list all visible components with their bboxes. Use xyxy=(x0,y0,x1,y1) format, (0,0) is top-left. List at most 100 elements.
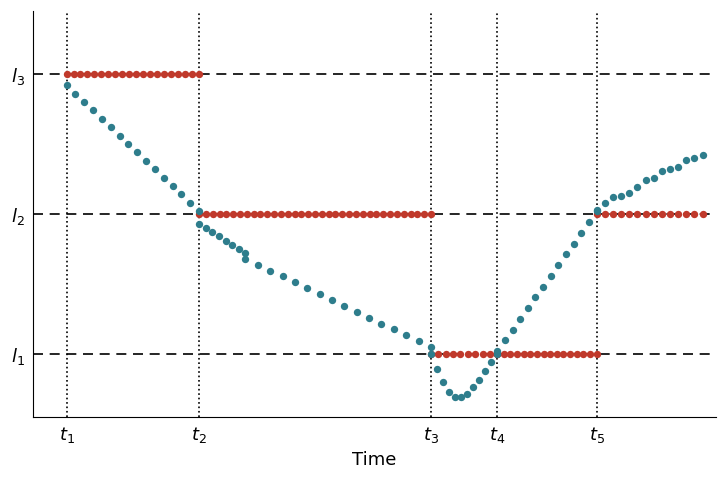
Point xyxy=(591,210,603,218)
Point xyxy=(302,210,314,218)
Point xyxy=(624,190,635,197)
Point xyxy=(576,229,587,237)
Point xyxy=(607,193,619,201)
Point xyxy=(553,261,564,269)
Point xyxy=(364,314,375,322)
Point xyxy=(664,165,676,173)
Point xyxy=(252,261,264,269)
Point xyxy=(213,233,225,240)
Point xyxy=(411,210,423,218)
Point xyxy=(123,140,134,148)
Point xyxy=(525,350,537,358)
Point xyxy=(437,379,449,386)
Point xyxy=(289,278,301,286)
Point xyxy=(289,210,300,218)
Point xyxy=(241,210,252,218)
Point xyxy=(220,237,231,244)
Point xyxy=(499,336,510,344)
Point xyxy=(537,283,549,290)
Point xyxy=(200,224,212,232)
Point xyxy=(385,210,396,218)
Point xyxy=(309,210,321,218)
Point xyxy=(518,350,529,358)
Point xyxy=(68,70,79,78)
Point xyxy=(672,163,684,170)
Point xyxy=(558,350,569,358)
Point xyxy=(248,210,260,218)
Point xyxy=(447,350,459,358)
Point xyxy=(137,70,149,78)
Point xyxy=(561,251,572,258)
Point xyxy=(282,210,294,218)
Point xyxy=(61,70,73,78)
Point xyxy=(583,218,595,226)
Point xyxy=(240,250,252,257)
Point xyxy=(538,350,550,358)
Point xyxy=(599,210,611,218)
Point xyxy=(130,70,142,78)
Point xyxy=(234,210,246,218)
Point xyxy=(376,320,387,327)
Point xyxy=(79,98,90,106)
Point xyxy=(455,394,467,401)
Point xyxy=(696,151,708,159)
Point xyxy=(337,210,348,218)
Point xyxy=(591,207,603,215)
Point xyxy=(425,350,437,358)
Point xyxy=(545,350,556,358)
Point xyxy=(277,273,289,280)
Point xyxy=(696,210,708,218)
Point xyxy=(571,350,582,358)
Point xyxy=(200,210,212,218)
Point xyxy=(462,350,473,358)
Point xyxy=(296,210,308,218)
Point xyxy=(672,210,684,218)
Point xyxy=(577,350,589,358)
Point xyxy=(113,132,125,140)
Point xyxy=(486,359,497,366)
Point xyxy=(151,70,163,78)
Point xyxy=(145,70,156,78)
Point xyxy=(473,376,485,384)
Point xyxy=(87,107,99,114)
Point xyxy=(568,240,579,247)
Point xyxy=(511,350,523,358)
Point xyxy=(95,70,107,78)
Point xyxy=(425,350,437,358)
Point xyxy=(640,177,651,184)
Point xyxy=(491,350,503,358)
Point xyxy=(193,210,205,218)
Point xyxy=(425,210,437,218)
Point xyxy=(268,210,280,218)
Point xyxy=(491,350,503,358)
Point xyxy=(591,206,603,214)
Point xyxy=(364,210,375,218)
Point xyxy=(648,210,659,218)
Point xyxy=(491,350,503,358)
Point xyxy=(656,210,667,218)
Point xyxy=(491,348,503,355)
Point xyxy=(357,210,369,218)
Point xyxy=(158,174,169,181)
Point xyxy=(615,192,627,200)
Point xyxy=(405,210,417,218)
Point xyxy=(220,210,232,218)
Point xyxy=(172,70,184,78)
Point xyxy=(110,70,121,78)
Point xyxy=(467,384,479,391)
Point xyxy=(599,200,611,207)
Point xyxy=(545,272,557,280)
Point xyxy=(431,365,443,373)
Point xyxy=(680,210,692,218)
Point xyxy=(398,210,409,218)
Point xyxy=(180,70,191,78)
Point xyxy=(105,123,116,131)
Point xyxy=(479,367,491,375)
Point xyxy=(371,210,382,218)
Point xyxy=(418,210,430,218)
Point xyxy=(275,210,286,218)
Point xyxy=(132,149,143,156)
Point xyxy=(89,70,100,78)
Point xyxy=(388,325,400,333)
Point xyxy=(149,166,161,173)
